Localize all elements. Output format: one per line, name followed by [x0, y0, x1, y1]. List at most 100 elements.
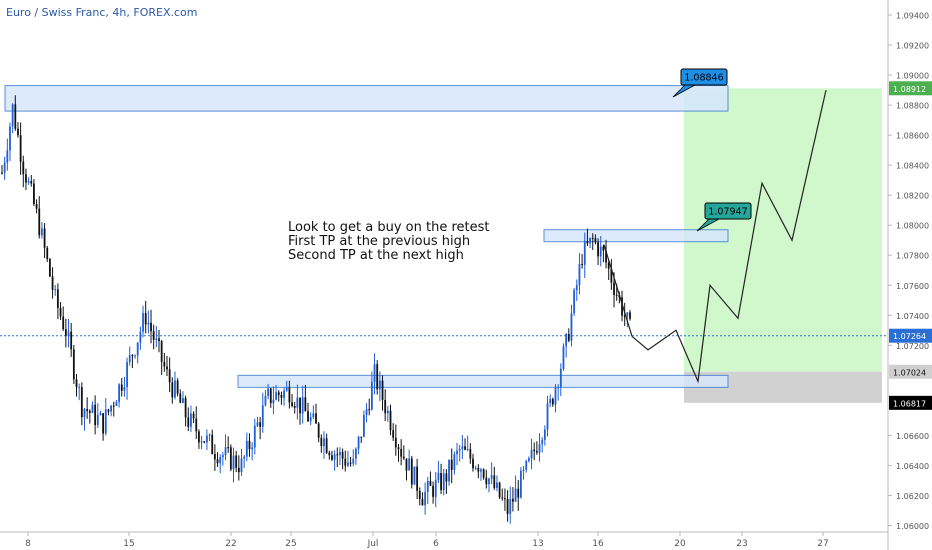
price-tick-label: 1.07400 — [896, 312, 929, 321]
candle-body — [168, 369, 171, 383]
time-tick-label: 25 — [285, 539, 296, 549]
candle-body — [115, 402, 118, 406]
candle-body — [33, 183, 35, 205]
candle-body — [437, 472, 440, 480]
candle-body — [150, 322, 152, 332]
time-tick-label: 20 — [674, 539, 686, 549]
candle-body — [312, 413, 315, 418]
candle-body — [442, 473, 445, 491]
callout-tp2-box — [680, 68, 728, 86]
candle-body — [445, 473, 448, 482]
candle-body — [490, 475, 493, 479]
price-tick-label: 1.09400 — [896, 12, 929, 21]
candle-body — [386, 410, 389, 414]
candle-body — [38, 208, 41, 236]
price-tick-label: 1.08600 — [896, 132, 929, 141]
candle-body — [43, 228, 46, 248]
candle-body — [208, 434, 211, 436]
candle-body — [610, 268, 613, 283]
candle-body — [525, 461, 528, 470]
candle-body — [538, 444, 541, 453]
candle-body — [482, 469, 485, 478]
candle-body — [400, 448, 403, 457]
candle-body — [14, 104, 17, 129]
candle-body — [594, 238, 597, 243]
candle-body — [307, 411, 309, 422]
candle-body — [349, 462, 352, 464]
candle-body — [235, 455, 238, 468]
target-price-badge — [889, 81, 932, 96]
entry-price-badge-text: 1.07024 — [893, 368, 926, 377]
candle-body — [559, 368, 562, 388]
target-price-badge-text: 1.08912 — [893, 85, 926, 94]
candle-body — [376, 364, 379, 390]
time-tick-label: 16 — [592, 539, 604, 549]
candle-body — [416, 466, 419, 491]
candle-body — [527, 458, 530, 462]
candle-body — [219, 457, 222, 464]
time-tick-label: 27 — [817, 539, 828, 549]
time-tick-label: 8 — [25, 539, 31, 549]
candle-body — [72, 349, 75, 380]
candle-body — [275, 392, 277, 400]
projection-layer — [603, 89, 827, 384]
candle-body — [402, 456, 405, 459]
candle-body — [288, 387, 291, 403]
candle-body — [283, 390, 285, 398]
symbol-title[interactable]: Euro / Swiss Franc, 4h, FOREX.com — [6, 6, 198, 19]
candle-body — [174, 380, 176, 398]
candle-body — [293, 406, 296, 408]
candle-body — [144, 313, 147, 325]
candle-body — [256, 422, 259, 426]
candle-body — [75, 379, 78, 388]
candle-body — [62, 316, 65, 330]
candle-body — [166, 366, 168, 370]
candle-body — [554, 387, 557, 405]
candle-body — [190, 413, 192, 427]
candle-body — [613, 282, 615, 295]
candle-body — [421, 498, 424, 506]
candle-body — [341, 451, 344, 459]
price-tick-label: 1.07800 — [896, 252, 929, 261]
candle-body — [110, 405, 113, 412]
candle-body — [586, 241, 589, 244]
candle-body — [176, 380, 179, 394]
candle-body — [22, 161, 25, 175]
candle-body — [46, 247, 49, 260]
candle-body — [147, 322, 150, 325]
candle-body — [328, 452, 331, 456]
price-tick-label: 1.09000 — [896, 72, 929, 81]
candle-body — [227, 447, 230, 449]
candle-body — [448, 459, 450, 482]
price-tick-label: 1.08000 — [896, 222, 929, 231]
candle-body — [357, 436, 360, 449]
candle-body — [355, 448, 357, 459]
candle-body — [304, 397, 307, 412]
candle-body — [504, 498, 506, 500]
candle-body — [530, 449, 533, 459]
entry-price-badge — [889, 364, 932, 379]
candle-body — [474, 467, 477, 469]
time-tick-label: Jul — [367, 539, 379, 549]
candle-body — [392, 430, 395, 438]
candle-body — [48, 259, 51, 277]
price-tick-label: 1.06400 — [896, 462, 929, 471]
candle-body — [192, 413, 195, 419]
candle-body — [221, 455, 224, 458]
candle-body — [315, 413, 317, 424]
candle-body — [453, 454, 456, 470]
candle-body — [578, 263, 581, 286]
candle-body — [629, 312, 631, 319]
time-tick-label: 15 — [123, 539, 134, 549]
candle-body — [54, 289, 57, 291]
time-tick-label: 6 — [433, 539, 439, 549]
candle-body — [301, 397, 304, 414]
candle-body — [299, 397, 301, 414]
candle-body — [86, 409, 89, 411]
candle-body — [184, 398, 187, 418]
candle-body — [285, 387, 288, 391]
candle-body — [99, 413, 102, 416]
candle-body — [533, 449, 536, 452]
